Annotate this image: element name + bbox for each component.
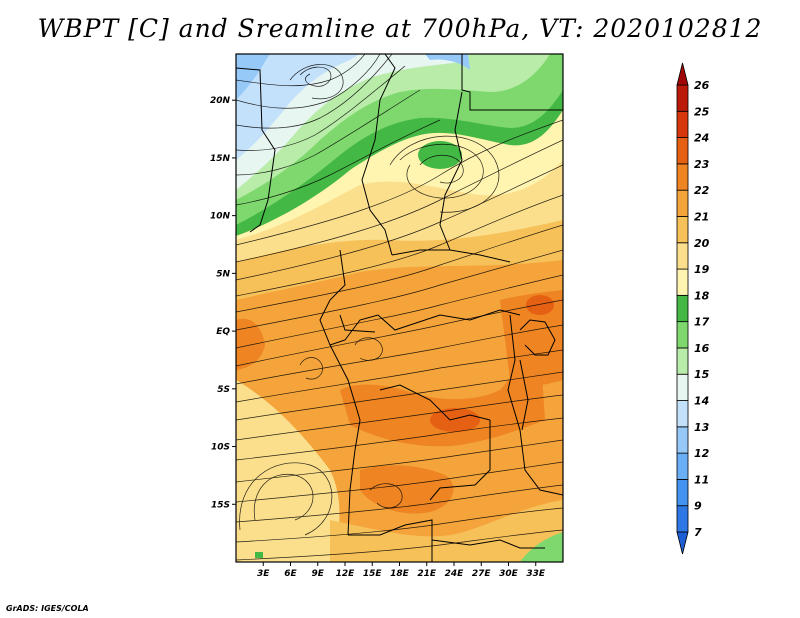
wbpt-field-southwest-light (236, 380, 340, 562)
colorbar-segment (676, 294, 689, 323)
lon-tick-label: 27E (472, 569, 492, 579)
colorbar-label: 19 (694, 263, 710, 276)
colorbar-segment (676, 137, 689, 165)
colorbar-segment (676, 531, 689, 555)
lat-tick-label: 5S (217, 385, 230, 395)
colorbar-segment (676, 505, 689, 533)
colorbar-segment (676, 373, 689, 401)
colorbar-label: 15 (694, 368, 710, 381)
colorbar: 7 9 11 12 13 14 15 16 17 18 19 20 21 22 23 24 25 26 (676, 62, 710, 555)
wbpt-field-hot-core (430, 408, 480, 432)
colorbar-label: 25 (694, 105, 710, 118)
colorbar-label: 14 (694, 395, 709, 408)
lon-tick-label: 6E (284, 569, 297, 579)
colorbar-segment (676, 426, 689, 454)
colorbar-segment (676, 110, 689, 138)
colorbar-segment (676, 347, 689, 375)
country-borders (236, 54, 563, 562)
wbpt-field-green-corner (255, 552, 263, 558)
colorbar-label: 13 (694, 421, 710, 434)
lon-tick-label: 24E (445, 569, 465, 579)
colorbar-segment (676, 189, 689, 217)
colorbar-label: 22 (694, 184, 710, 197)
footer-credit: GrADS: IGES/COLA (6, 604, 89, 613)
colorbar-label: 11 (694, 473, 709, 486)
lon-tick-label: 15E (363, 569, 383, 579)
colorbar-label: 9 (694, 500, 702, 513)
colorbar-label: 7 (694, 526, 702, 539)
chart-title: WBPT [C] and Sreamline at 700hPa, VT: 20… (37, 14, 763, 43)
colorbar-segment (676, 62, 689, 86)
lat-tick-label: 15N (210, 154, 231, 164)
colorbar-segment (676, 400, 689, 428)
wbpt-field-green-southeast (520, 532, 563, 562)
wbpt-field-dry-12 (236, 54, 270, 100)
colorbar-segment (676, 242, 689, 270)
lon-tick-label: 12E (336, 569, 356, 579)
lon-tick-label: 21E (417, 569, 437, 579)
colorbar-label: 20 (694, 237, 710, 250)
wbpt-field-south-light (330, 500, 563, 562)
lon-tick-label: 33E (526, 569, 546, 579)
colorbar-label: 24 (694, 132, 709, 145)
wbpt-field-dry-13 (236, 54, 360, 160)
lat-tick-label: 20N (210, 96, 231, 106)
colorbar-label: 21 (694, 210, 709, 223)
colorbar-label: 12 (694, 447, 710, 460)
lat-tick-label: 10S (211, 443, 230, 453)
colorbar-label: 23 (694, 158, 710, 171)
colorbar-segment (676, 163, 689, 191)
colorbar-label: 16 (694, 342, 710, 355)
colorbar-label: 17 (694, 316, 710, 329)
colorbar-segment (676, 479, 689, 507)
colorbar-segment (676, 452, 689, 480)
lat-tick-label: 5N (216, 269, 230, 279)
colorbar-label: 18 (694, 289, 710, 302)
wbpt-field-hot-south (360, 465, 454, 514)
wbpt-field-hot-core-east (526, 295, 554, 315)
lat-tick-label: 15S (211, 500, 230, 510)
latitude-axis: 20N 15N 10N 5N EQ 5S 10S 15S (210, 96, 236, 510)
colorbar-segment (676, 216, 689, 244)
lon-tick-label: 9E (312, 569, 325, 579)
lon-tick-label: 3E (257, 569, 270, 579)
lat-tick-label: EQ (216, 327, 230, 337)
colorbar-segment (676, 321, 689, 349)
lat-tick-label: 10N (210, 212, 231, 222)
lon-tick-label: 30E (499, 569, 519, 579)
lon-tick-label: 18E (390, 569, 410, 579)
wbpt-field-hot-west (236, 318, 265, 370)
wbpt-field-dry-patch (425, 54, 470, 70)
colorbar-label: 26 (694, 79, 710, 92)
longitude-axis: 3E 6E 9E 12E 15E 18E 21E 24E 27E 30E 33E (257, 562, 546, 579)
colorbar-segment (676, 268, 689, 296)
wbpt-field-hot-central (340, 345, 545, 447)
colorbar-segment (676, 84, 689, 112)
